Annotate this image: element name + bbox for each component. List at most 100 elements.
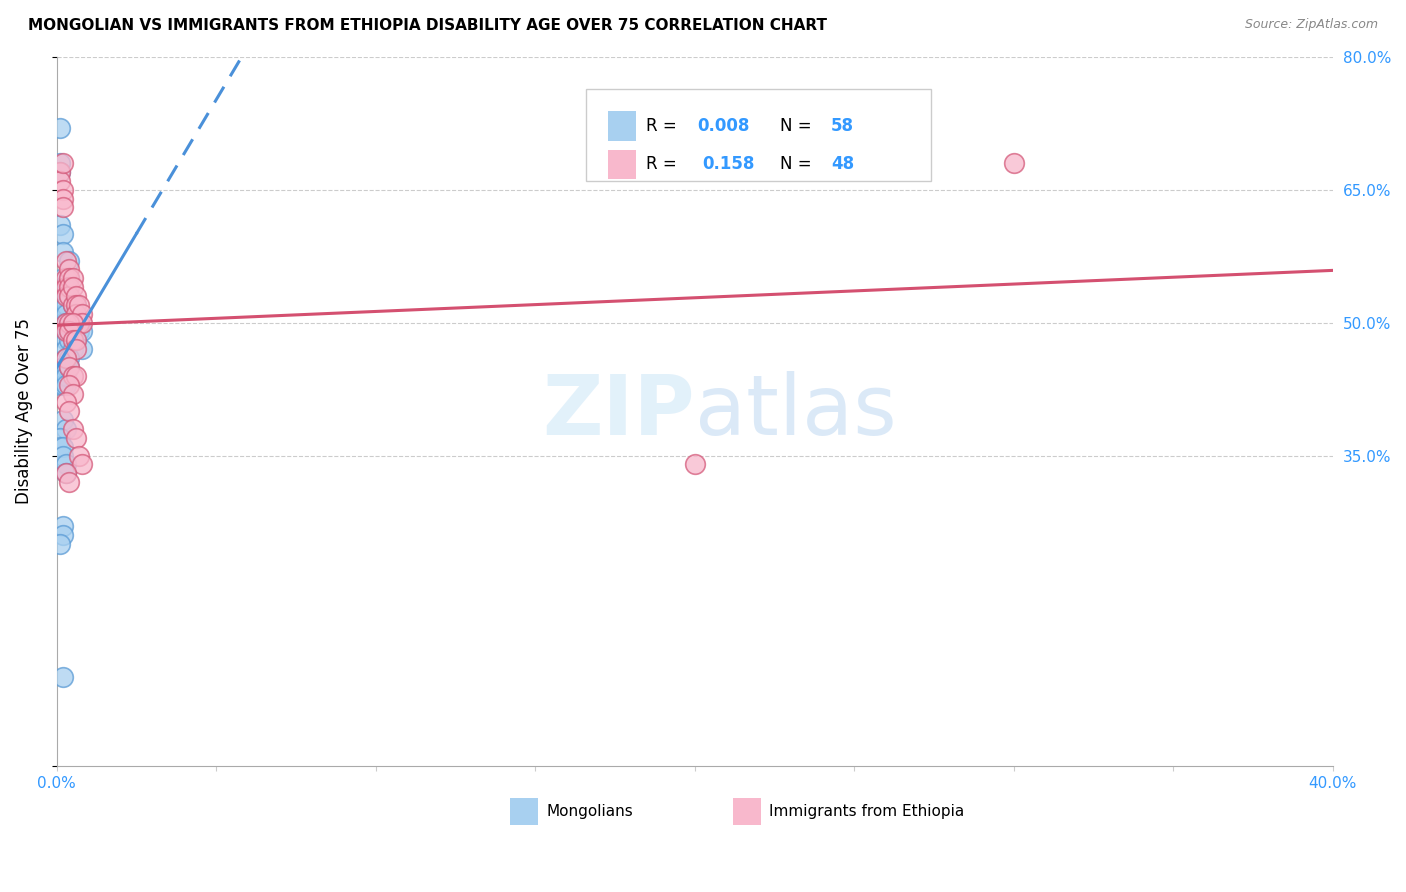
Point — [58, 289, 80, 303]
Point — [70, 316, 93, 330]
Point — [58, 377, 80, 392]
Point — [52, 440, 75, 454]
Point — [55, 289, 77, 303]
Point — [62, 325, 84, 339]
Point — [58, 253, 80, 268]
Point — [58, 280, 80, 294]
Bar — [607, 150, 636, 179]
Text: N =: N = — [780, 155, 817, 173]
Text: Mongolians: Mongolians — [547, 805, 634, 820]
Point — [52, 528, 75, 542]
Point — [58, 271, 80, 285]
Bar — [733, 798, 761, 825]
Point — [58, 271, 80, 285]
Point — [65, 298, 87, 312]
Text: N =: N = — [780, 117, 817, 136]
Point — [65, 307, 87, 321]
Point — [65, 431, 87, 445]
Point — [52, 519, 75, 533]
Point — [52, 413, 75, 427]
Point — [65, 342, 87, 356]
Text: Immigrants from Ethiopia: Immigrants from Ethiopia — [769, 805, 965, 820]
Point — [49, 218, 72, 232]
Point — [49, 537, 72, 551]
Point — [49, 120, 72, 135]
Point — [52, 192, 75, 206]
Point — [62, 316, 84, 330]
Text: ZIP: ZIP — [543, 371, 695, 451]
Text: R =: R = — [647, 117, 682, 136]
Point — [52, 271, 75, 285]
Point — [55, 316, 77, 330]
Point — [65, 334, 87, 348]
Point — [55, 316, 77, 330]
Point — [52, 183, 75, 197]
Point — [52, 280, 75, 294]
Point — [49, 156, 72, 170]
Point — [62, 386, 84, 401]
Point — [65, 368, 87, 383]
Point — [67, 316, 90, 330]
Point — [55, 368, 77, 383]
Point — [49, 174, 72, 188]
Point — [52, 670, 75, 684]
Point — [55, 298, 77, 312]
Point — [58, 351, 80, 365]
Point — [55, 359, 77, 374]
Point — [62, 316, 84, 330]
Point — [62, 298, 84, 312]
Point — [55, 325, 77, 339]
Point — [49, 165, 72, 179]
Point — [65, 289, 87, 303]
Point — [55, 289, 77, 303]
Point — [52, 244, 75, 259]
Point — [55, 342, 77, 356]
Point — [55, 280, 77, 294]
Text: 58: 58 — [831, 117, 855, 136]
Point — [1002, 156, 1025, 170]
Point — [55, 271, 77, 285]
Point — [58, 359, 80, 374]
Point — [52, 156, 75, 170]
Text: MONGOLIAN VS IMMIGRANTS FROM ETHIOPIA DISABILITY AGE OVER 75 CORRELATION CHART: MONGOLIAN VS IMMIGRANTS FROM ETHIOPIA DI… — [28, 18, 827, 33]
Point — [49, 165, 72, 179]
Point — [49, 368, 72, 383]
Point — [58, 334, 80, 348]
Point — [683, 458, 706, 472]
Point — [67, 449, 90, 463]
Point — [55, 377, 77, 392]
Point — [58, 289, 80, 303]
Point — [62, 271, 84, 285]
Point — [55, 422, 77, 436]
Point — [62, 422, 84, 436]
Text: 0.158: 0.158 — [703, 155, 755, 173]
Text: atlas: atlas — [695, 371, 897, 451]
Bar — [509, 798, 537, 825]
Point — [70, 307, 93, 321]
Point — [62, 334, 84, 348]
Point — [70, 325, 93, 339]
Text: R =: R = — [647, 155, 688, 173]
Point — [55, 307, 77, 321]
Point — [62, 342, 84, 356]
Point — [70, 458, 93, 472]
Point — [49, 440, 72, 454]
Point — [65, 298, 87, 312]
Point — [49, 377, 72, 392]
Point — [55, 334, 77, 348]
Point — [62, 368, 84, 383]
Point — [55, 253, 77, 268]
Point — [52, 307, 75, 321]
Y-axis label: Disability Age Over 75: Disability Age Over 75 — [15, 318, 32, 504]
Point — [58, 316, 80, 330]
Point — [65, 316, 87, 330]
Point — [70, 342, 93, 356]
Point — [67, 298, 90, 312]
Text: 0.008: 0.008 — [697, 117, 749, 136]
Point — [58, 316, 80, 330]
Point — [65, 334, 87, 348]
Point — [52, 298, 75, 312]
Point — [52, 227, 75, 241]
Point — [52, 368, 75, 383]
Point — [62, 298, 84, 312]
